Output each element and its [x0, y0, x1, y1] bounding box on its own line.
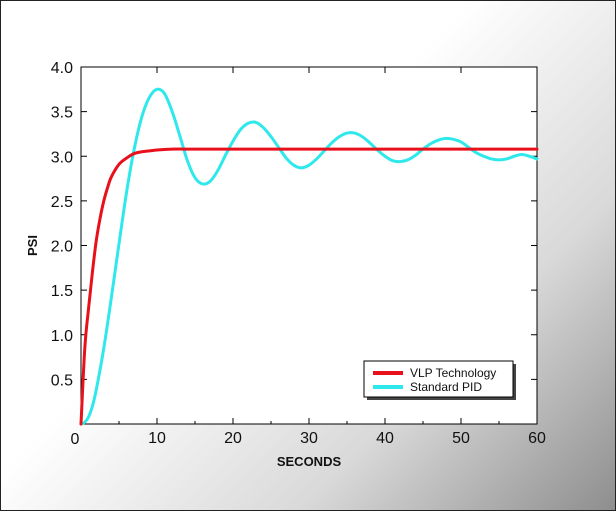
- x-tick-label: 10: [148, 430, 166, 447]
- legend-label: Standard PID: [410, 380, 482, 394]
- y-tick-label: 3.5: [51, 105, 73, 122]
- legend-label: VLP Technology: [410, 366, 496, 380]
- x-tick-label: 0: [71, 431, 80, 448]
- y-tick-label: 2.0: [51, 239, 73, 256]
- y-tick-label: 3.0: [51, 149, 73, 166]
- y-tick-label: 4.0: [51, 60, 73, 77]
- x-axis-title: SECONDS: [277, 454, 342, 469]
- x-tick-label: 40: [376, 430, 394, 447]
- series-line-standard-pid: [79, 87, 539, 426]
- x-tick-label: 60: [528, 430, 546, 447]
- y-tick-label: 1.0: [51, 328, 73, 345]
- y-tick-label: 0.5: [51, 372, 73, 389]
- series-line-vlp-technology: [79, 147, 539, 426]
- series-layer: [79, 87, 539, 426]
- x-tick-label: 30: [300, 430, 318, 447]
- y-axis-title: PSI: [25, 235, 40, 256]
- x-tick-label: 20: [224, 430, 242, 447]
- y-tick-label: 2.5: [51, 194, 73, 211]
- y-tick-label: 1.5: [51, 283, 73, 300]
- x-tick-label: 50: [452, 430, 470, 447]
- axis-ticks: 0 10 20 30 40 50 60 0.5 1.0 1.5 2.0 2.5 3.0 3.5 4.0: [51, 60, 546, 448]
